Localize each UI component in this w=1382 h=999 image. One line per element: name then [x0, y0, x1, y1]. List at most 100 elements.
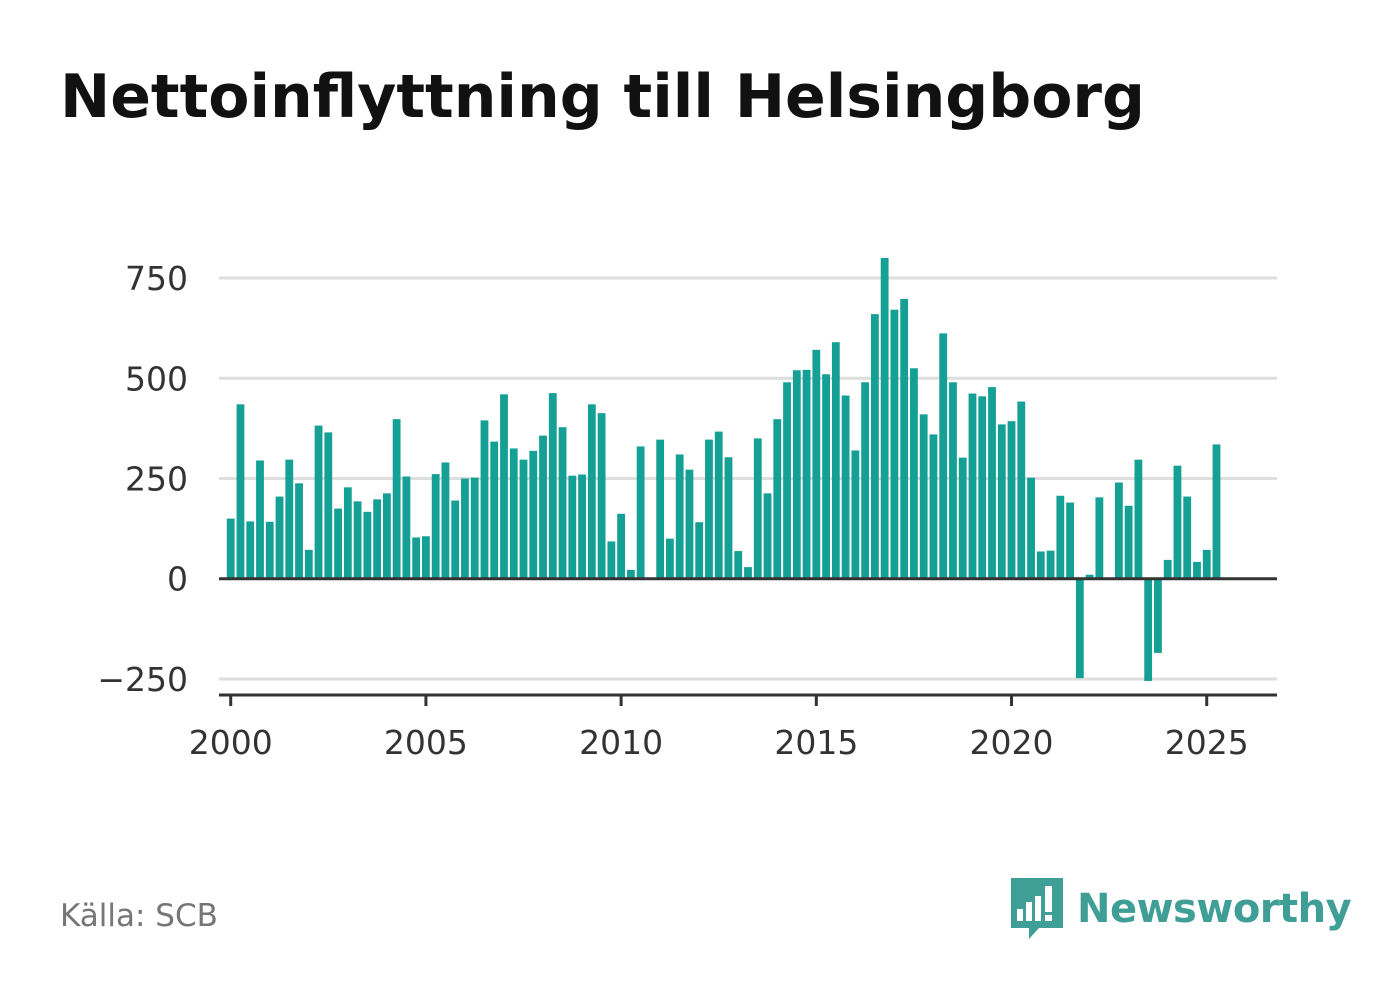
bar — [705, 439, 713, 579]
chart-title: Nettoinflyttning till Helsingborg — [60, 62, 1145, 132]
bar — [539, 435, 547, 579]
bar — [314, 425, 323, 579]
bar — [792, 370, 801, 579]
bar — [578, 474, 586, 579]
bar — [1144, 578, 1153, 681]
brand-name: Newsworthy — [1077, 886, 1352, 932]
bar — [861, 382, 870, 579]
brand-logo: Newsworthy — [1011, 878, 1352, 940]
bar — [636, 446, 645, 579]
bar — [1017, 401, 1026, 579]
bar — [929, 434, 938, 579]
bar — [831, 342, 840, 579]
bar — [666, 538, 674, 579]
bar — [256, 460, 264, 579]
bar — [1075, 578, 1084, 679]
newsworthy-logo-icon — [1011, 878, 1063, 939]
x-tick-label: 2015 — [774, 723, 858, 762]
bar — [841, 395, 850, 579]
bar — [695, 522, 704, 579]
bar — [529, 450, 538, 579]
x-tick-label: 2005 — [384, 723, 468, 762]
bar — [275, 496, 284, 579]
bar — [392, 419, 401, 579]
x-axis-labels: 2000 2005 2010 2015 2020 2025 — [189, 723, 1249, 762]
y-tick-label: 250 — [125, 460, 188, 499]
bar — [422, 536, 430, 579]
bar — [607, 541, 616, 579]
bar — [900, 298, 909, 579]
bar — [1134, 459, 1143, 579]
y-axis-labels: 750 500 250 0 −250 — [97, 259, 188, 699]
bar — [919, 414, 928, 579]
bar — [568, 475, 577, 579]
bar — [509, 448, 518, 579]
bar — [470, 477, 479, 579]
bar — [714, 431, 723, 579]
bar — [939, 333, 948, 579]
bar — [412, 537, 421, 579]
gridlines — [219, 276, 1277, 681]
x-tick-label: 2000 — [189, 723, 273, 762]
bar — [1193, 561, 1201, 579]
bar — [236, 404, 245, 579]
bar — [353, 501, 362, 579]
bar — [802, 369, 811, 579]
bar — [480, 420, 489, 579]
bar — [1212, 444, 1221, 579]
bar — [880, 258, 889, 579]
y-tick-label: 0 — [167, 560, 188, 599]
bar — [724, 457, 733, 579]
bar — [910, 368, 918, 579]
bar — [949, 382, 957, 579]
bar — [1036, 551, 1045, 579]
bar — [734, 551, 743, 579]
bar — [597, 413, 606, 579]
bar — [431, 474, 440, 579]
bar — [851, 450, 860, 579]
bar — [1163, 559, 1172, 579]
bar — [1173, 465, 1182, 579]
bar — [656, 439, 665, 579]
y-tick-label: 750 — [125, 259, 188, 298]
bar — [675, 454, 684, 579]
bar — [548, 393, 557, 579]
bar — [744, 567, 752, 579]
bar — [519, 459, 528, 579]
bar — [343, 487, 352, 579]
bar — [1007, 421, 1016, 579]
bar — [285, 459, 294, 579]
bar — [363, 511, 372, 579]
bar — [783, 382, 791, 579]
bar — [265, 521, 274, 579]
bar — [490, 441, 499, 579]
bar — [958, 457, 967, 579]
bar — [870, 314, 879, 579]
bar — [382, 493, 391, 579]
bar — [373, 499, 382, 579]
bar — [997, 424, 1006, 579]
bar — [1183, 496, 1192, 579]
bar — [890, 309, 899, 579]
bar — [1066, 502, 1074, 579]
bar — [587, 404, 596, 579]
bar — [500, 394, 508, 579]
bar — [558, 427, 567, 579]
bar — [685, 469, 694, 579]
bar — [1154, 578, 1162, 653]
bar — [461, 478, 469, 579]
bar — [1202, 549, 1211, 579]
bar — [978, 396, 987, 579]
bar — [1124, 505, 1133, 579]
bar — [304, 549, 313, 579]
x-tick-label: 2020 — [970, 723, 1054, 762]
y-tick-label: −250 — [97, 660, 188, 699]
bar — [1046, 550, 1055, 579]
bar — [1027, 477, 1035, 579]
bar — [324, 432, 333, 579]
y-tick-label: 500 — [125, 359, 188, 398]
bar — [626, 569, 635, 579]
bar — [822, 374, 830, 579]
bar — [812, 349, 821, 579]
